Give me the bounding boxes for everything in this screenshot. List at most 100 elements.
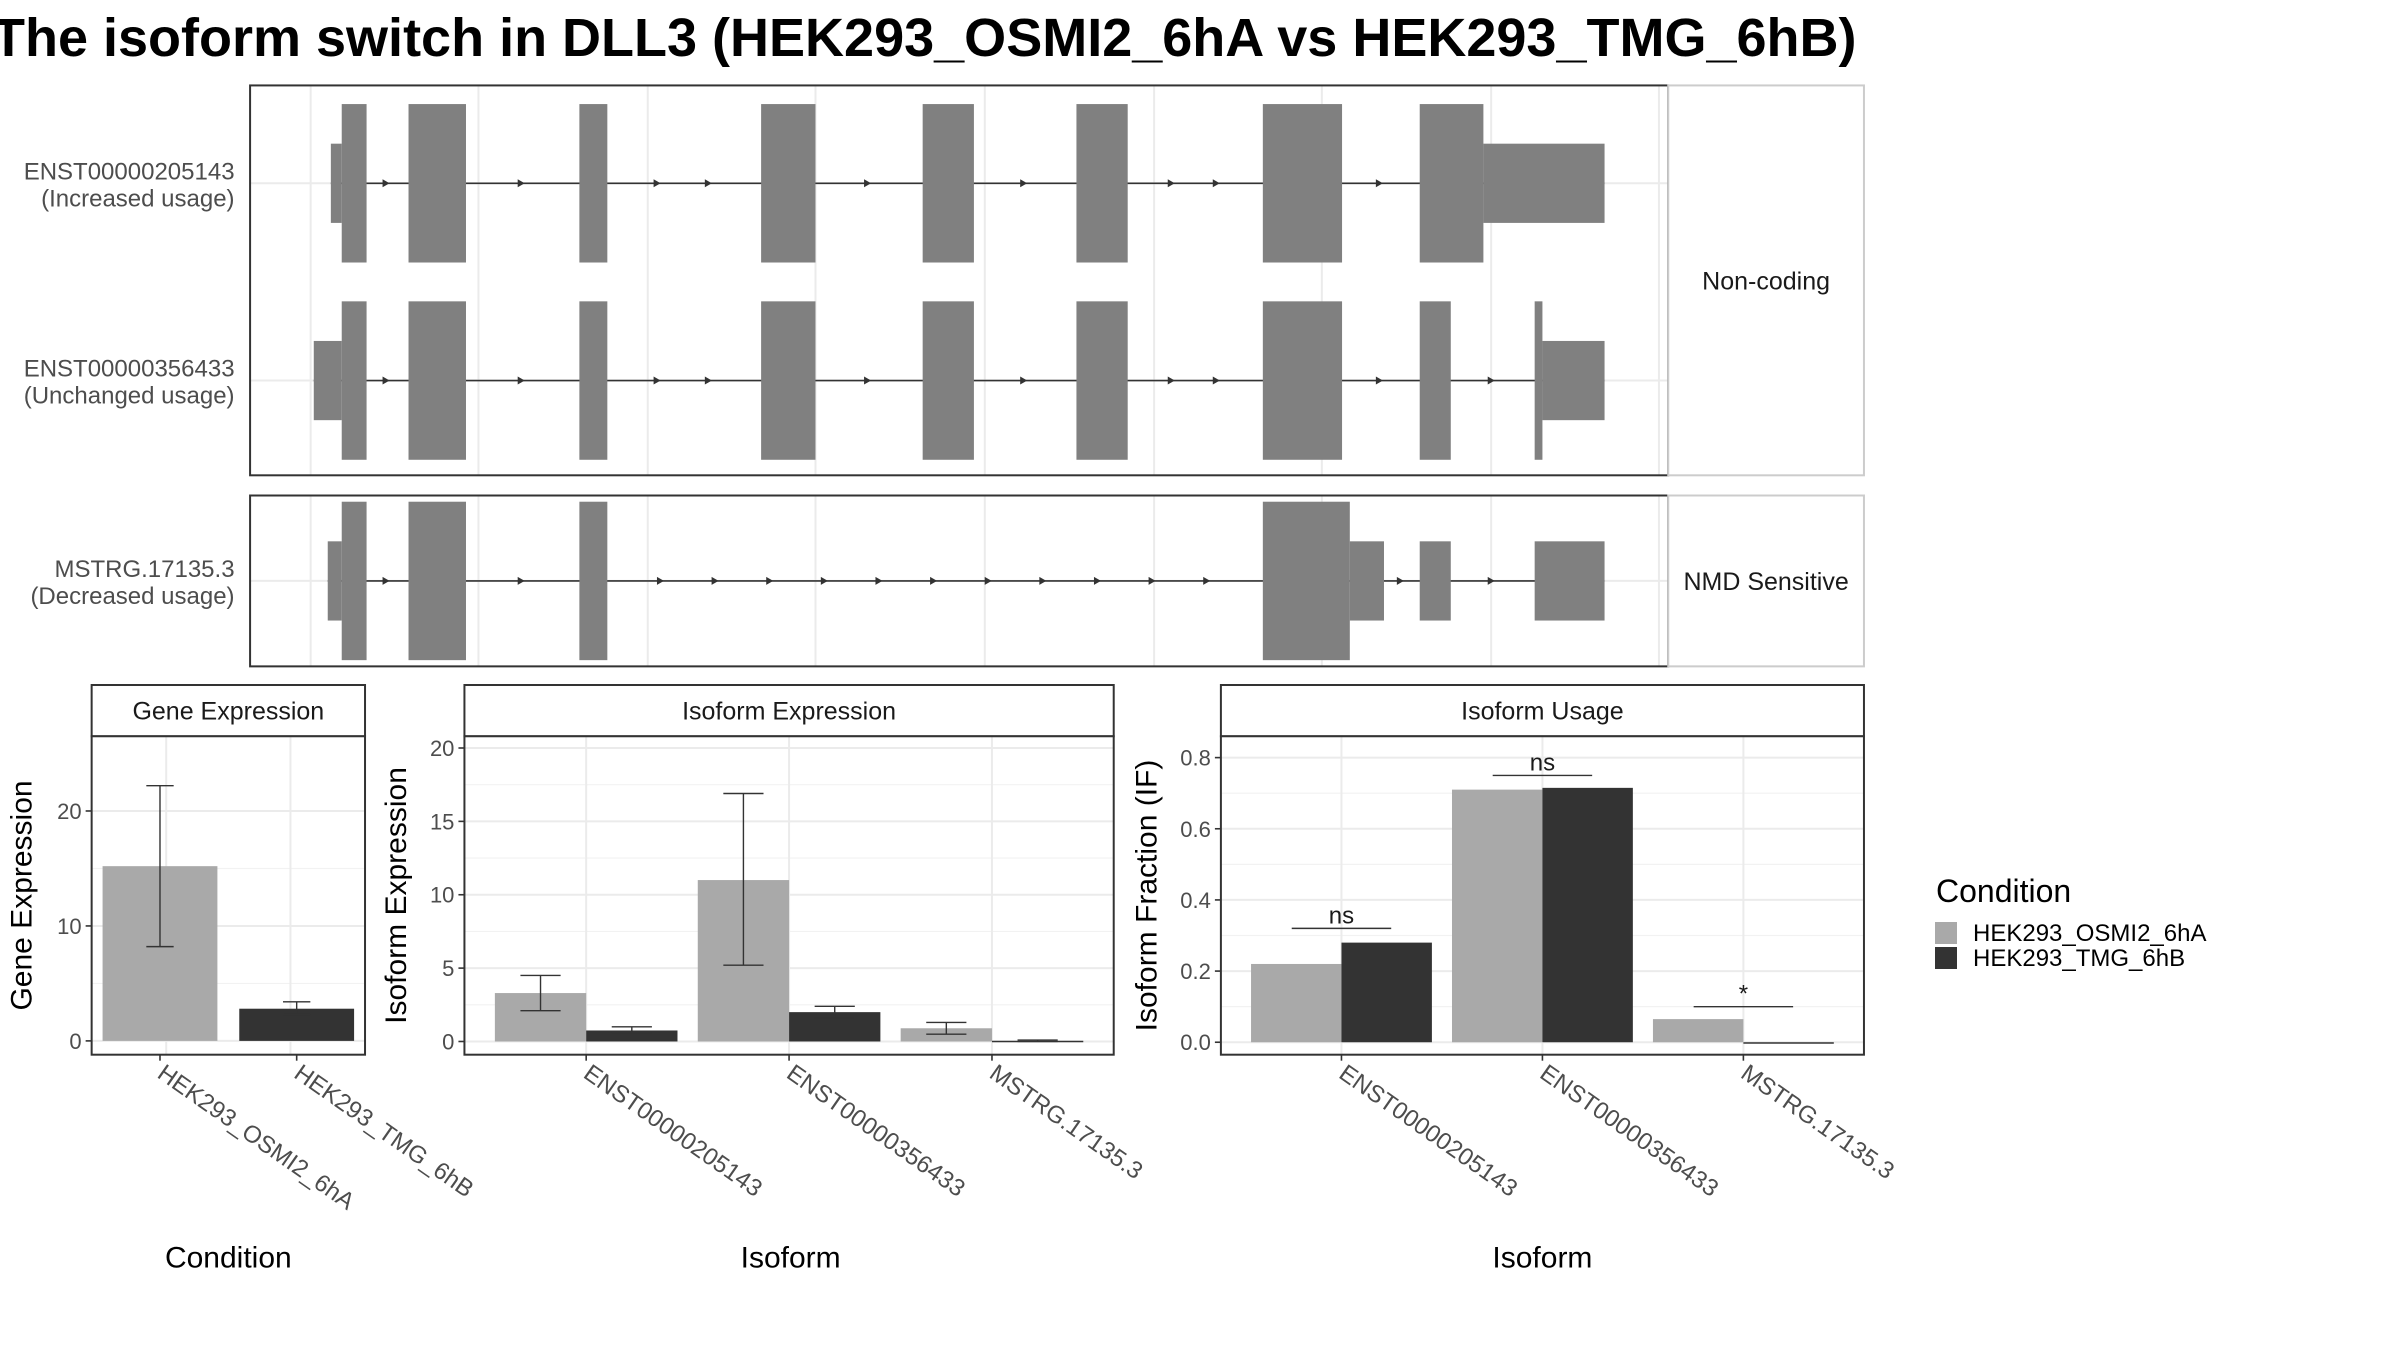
exon-block: [330, 143, 342, 223]
intron-arrow: [517, 576, 525, 585]
intron-arrow: [1375, 376, 1383, 385]
intron-arrow: [1487, 376, 1495, 385]
exon-block: [922, 104, 974, 263]
bar: [1341, 942, 1432, 1043]
facet-strip: [1667, 494, 1865, 668]
intron-arrow: [1487, 576, 1495, 585]
significance-label: *: [1739, 981, 1748, 1008]
x-tick-label: ENST00000205143: [1334, 1059, 1522, 1202]
x-axis-title: Isoform: [741, 1241, 841, 1274]
bar-chart-panels: Gene Expression01020HEK293_OSMI2_6hAHEK2…: [6, 684, 1899, 1274]
bar: [1251, 963, 1342, 1043]
exon-block: [1542, 340, 1605, 421]
intron-arrow: [864, 376, 872, 385]
intron-arrow: [1148, 576, 1156, 585]
transcript-panel: MSTRG.17135.3(Decreased usage) NMD Sensit…: [30, 494, 1865, 668]
intron-arrow: [864, 179, 872, 188]
exon-block: [1262, 104, 1343, 263]
bar: [1743, 1042, 1834, 1044]
exon-block: [1483, 143, 1605, 223]
intron-arrow: [656, 576, 664, 585]
panel-title: Isoform Usage: [1461, 698, 1624, 726]
y-tick-label: 10: [430, 883, 454, 908]
transcript-usage-label: (Decreased usage): [30, 583, 234, 610]
bar-panel: Isoform Usage 0.0 0.2 0.4 0.6 0.8 ns ns * ENST000…: [1130, 684, 1899, 1274]
x-tick-label: ENST00000205143: [579, 1059, 767, 1202]
exon-block: [313, 340, 342, 421]
x-axis-title: Condition: [165, 1241, 292, 1274]
exon-block: [1419, 541, 1451, 621]
intron-arrow: [820, 576, 828, 585]
y-tick-label: 20: [57, 799, 81, 824]
intron-arrow: [1203, 576, 1211, 585]
y-tick-label: 0.6: [1180, 817, 1211, 842]
intron-arrow: [1212, 179, 1220, 188]
intron-arrow: [1093, 576, 1101, 585]
exon-block: [341, 301, 367, 460]
legend-item-label: HEK293_TMG_6hB: [1973, 945, 2185, 972]
exon-block: [579, 501, 608, 661]
significance-label: ns: [1530, 749, 1555, 776]
figure-title: The isoform switch in DLL3 (HEK293_OSMI2…: [0, 8, 1856, 68]
bar: [1451, 789, 1543, 1043]
transcript-id-label: MSTRG.17135.3: [54, 556, 234, 583]
y-tick-label: 0.0: [1180, 1030, 1211, 1055]
exon-block: [1534, 301, 1543, 460]
intron-arrow: [1039, 576, 1047, 585]
y-axis-title: Isoform Fraction (IF): [1130, 760, 1163, 1032]
exon-block: [327, 541, 342, 621]
bar: [1652, 1019, 1744, 1043]
x-tick-label: MSTRG.17135.3: [1736, 1059, 1899, 1184]
exon-block: [1262, 301, 1343, 460]
intron-arrow: [1167, 376, 1175, 385]
y-tick-label: 0.8: [1180, 746, 1211, 771]
x-tick-label: ENST00000356433: [782, 1059, 970, 1202]
legend-title: Condition: [1936, 873, 2071, 909]
panel-title-strip: [1219, 684, 1865, 738]
intron-arrow: [711, 576, 719, 585]
intron-arrow: [766, 576, 774, 585]
y-tick-label: 0.2: [1180, 959, 1211, 984]
facet-label: Non-coding: [1702, 267, 1830, 295]
intron-arrow: [653, 376, 661, 385]
legend-swatch: [1935, 947, 1957, 969]
bar: [586, 1030, 678, 1042]
transcript-panel: ENST00000205143(Increased usage) ENST0000…: [24, 84, 1865, 477]
intron-arrow: [704, 179, 712, 188]
exon-block: [1419, 301, 1451, 460]
legend-swatch: [1935, 922, 1957, 944]
transcript-id-label: ENST00000356433: [24, 356, 235, 383]
panel-title-strip: [90, 684, 367, 738]
transcript-structure-plot: ENST00000205143(Increased usage) ENST0000…: [24, 84, 1865, 668]
significance-label: ns: [1329, 902, 1354, 929]
intron-arrow: [1167, 179, 1175, 188]
exon-block: [341, 104, 367, 263]
exon-block: [922, 301, 974, 460]
y-axis-title: Isoform Expression: [380, 767, 413, 1024]
panel-border: [90, 735, 367, 1056]
y-tick-label: 0: [69, 1029, 81, 1054]
intron-arrow: [1396, 576, 1404, 585]
intron-arrow: [382, 576, 390, 585]
exon-block: [1262, 501, 1350, 661]
intron-arrow: [984, 576, 992, 585]
y-tick-label: 15: [430, 809, 454, 834]
exon-block: [1419, 104, 1484, 263]
intron-arrow: [1020, 179, 1028, 188]
exon-block: [1076, 104, 1128, 263]
panel-title: Isoform Expression: [682, 698, 896, 726]
exon-block: [1076, 301, 1128, 460]
intron-arrow: [1375, 179, 1383, 188]
exon-block: [761, 104, 816, 263]
intron-arrow: [1212, 376, 1220, 385]
y-tick-label: 0: [442, 1029, 454, 1054]
exon-block: [408, 104, 466, 263]
y-tick-label: 10: [57, 914, 81, 939]
facet-label: NMD Sensitive: [1683, 568, 1848, 596]
exon-block: [761, 301, 816, 460]
transcript-usage-label: (Increased usage): [41, 185, 234, 212]
intron-arrow: [704, 376, 712, 385]
x-axis-title: Isoform: [1492, 1241, 1592, 1274]
